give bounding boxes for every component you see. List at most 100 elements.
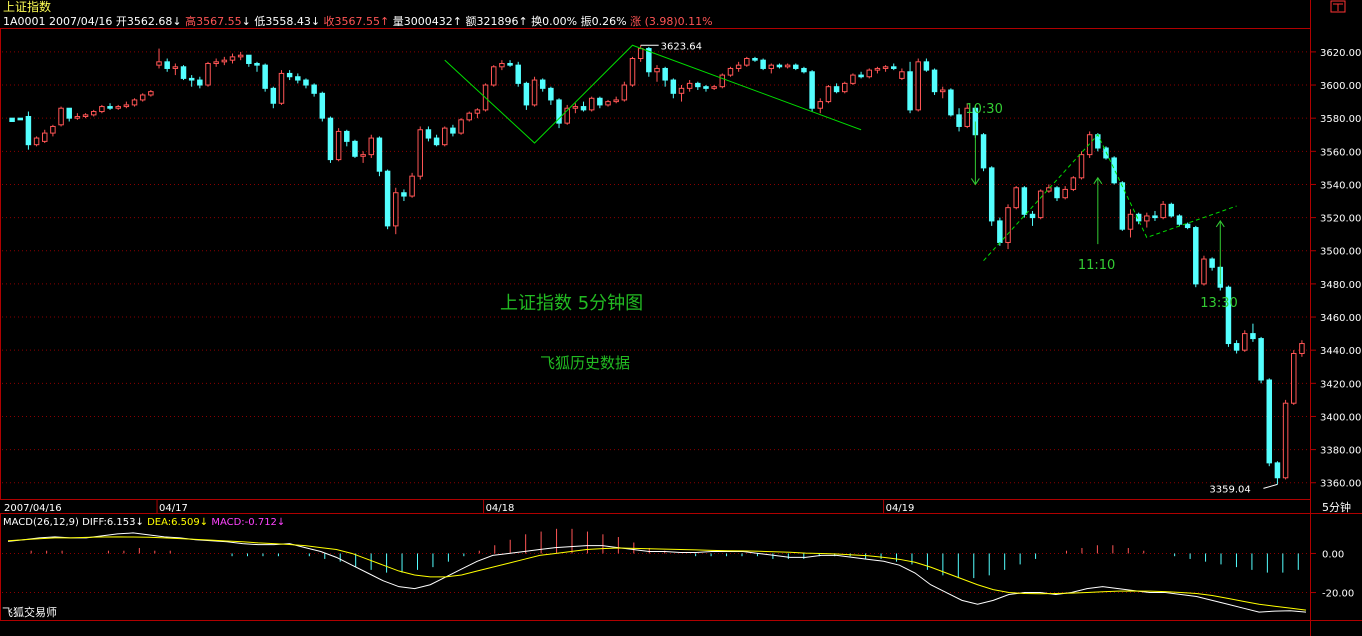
candle-body: [613, 99, 619, 103]
zigzag-line: [444, 44, 862, 144]
candle-body: [882, 66, 889, 69]
candle-body: [1184, 223, 1191, 229]
macd-item-1: DIFF:6.153: [79, 517, 136, 528]
candle-body: [1029, 213, 1036, 219]
candle-body: [711, 86, 717, 89]
period-label[interactable]: 5分钟: [1322, 500, 1351, 514]
time-arrow-head: [1215, 220, 1225, 228]
price-tick-label: 3440.00: [1320, 346, 1361, 357]
candle-body: [107, 106, 113, 109]
zigzag-dashed-line: [983, 133, 1237, 262]
candle-body: [1119, 182, 1126, 230]
window-title: 上证指数: [3, 0, 51, 14]
price-tick-label: 3380.00: [1320, 446, 1361, 457]
candle-body: [450, 127, 456, 134]
candle-body: [417, 129, 424, 177]
candle-body: [1054, 187, 1060, 199]
candle-body: [531, 79, 538, 106]
stat-5: ↓: [242, 15, 251, 28]
price-tick-label: 3560.00: [1320, 147, 1361, 158]
candle-body: [507, 62, 513, 66]
stat-2: 开3562.68: [112, 15, 172, 28]
candle-body: [1209, 258, 1215, 268]
candle-body: [907, 71, 913, 111]
candle-body: [115, 106, 121, 109]
candle-body: [1225, 286, 1232, 345]
candle-body: [931, 69, 938, 93]
candle-body: [915, 61, 921, 111]
candle-body: [825, 86, 832, 103]
candle-body: [197, 79, 203, 86]
price-tick-label: 3360.00: [1320, 479, 1361, 490]
candle-body: [564, 107, 570, 124]
candle-body: [956, 114, 962, 127]
candle-body: [409, 175, 415, 197]
candle-body: [344, 130, 350, 142]
macd-gridlines: [2, 552, 1310, 594]
candle-body: [466, 112, 472, 121]
candle-body: [376, 137, 383, 172]
candle-body: [1266, 379, 1273, 464]
candle-body: [458, 119, 464, 134]
candle-body: [335, 130, 342, 161]
candle-body: [1046, 187, 1052, 192]
macd-item-5: MACD:-0.712: [208, 517, 277, 528]
candle-body: [474, 109, 481, 114]
candle-body: [58, 107, 64, 126]
candle-body: [205, 62, 211, 86]
candle-body: [1078, 154, 1085, 179]
candle-body: [1013, 187, 1019, 209]
candle-body: [1021, 187, 1028, 215]
candle-body: [393, 192, 399, 227]
candle-body: [719, 74, 726, 88]
window-restore-icon[interactable]: [1330, 0, 1346, 13]
stat-17: (3.98)0.11%: [641, 15, 713, 28]
macd-header-line: MACD(26,12,9) DIFF:6.153↓ DEA:6.509↓ MAC…: [3, 517, 285, 528]
stat-7: ↓: [311, 15, 320, 28]
stat-8: 收3567.55: [320, 14, 380, 28]
candle-body: [760, 59, 766, 69]
candle-body: [490, 66, 497, 86]
stat-11: ↑: [453, 15, 462, 28]
candle-body: [988, 167, 995, 222]
candle-body: [246, 54, 252, 64]
candle-body: [801, 67, 807, 73]
candle-body: [678, 87, 685, 94]
candle-body: [776, 64, 783, 68]
candle-body: [229, 56, 236, 61]
candle-body: [327, 117, 334, 161]
candle-body: [890, 66, 897, 69]
price-tick-label: 3400.00: [1320, 412, 1361, 423]
price-tick-label: 3420.00: [1320, 379, 1361, 390]
candle-body: [237, 54, 244, 58]
stat-1: 2007/04/16: [46, 15, 113, 28]
candle-body: [866, 69, 872, 78]
candle-body: [164, 61, 170, 69]
candle-body: [703, 86, 709, 89]
macd-histogram: [30, 528, 1299, 579]
candle-body: [41, 132, 48, 142]
candle-body: [556, 99, 562, 124]
macd-item-4: ↓: [200, 517, 208, 528]
candle-body: [588, 97, 595, 111]
macd-item-3: DEA:6.509: [144, 517, 200, 528]
low-label: 3359.04: [1209, 484, 1250, 495]
candle-body: [148, 91, 154, 96]
candle-body: [1160, 203, 1166, 219]
time-label: 10:30: [965, 102, 1002, 117]
candle-body: [939, 89, 946, 93]
macd-item-0: MACD(26,12,9): [3, 517, 79, 528]
price-tick-label: 3480.00: [1320, 280, 1361, 291]
stat-0: 1A0001: [3, 15, 46, 28]
macd-panel-border: [0, 513, 1311, 621]
candle-body: [1086, 134, 1093, 156]
candle-body: [899, 71, 905, 79]
candle-body: [980, 134, 987, 169]
price-tick-label: 3500.00: [1320, 247, 1361, 258]
candle-body: [793, 64, 799, 69]
date-label: 2007/04/16: [4, 503, 62, 514]
candle-body: [123, 104, 130, 108]
candle-body: [1299, 343, 1305, 354]
candle-body: [1070, 177, 1077, 190]
candle-body: [303, 79, 309, 86]
